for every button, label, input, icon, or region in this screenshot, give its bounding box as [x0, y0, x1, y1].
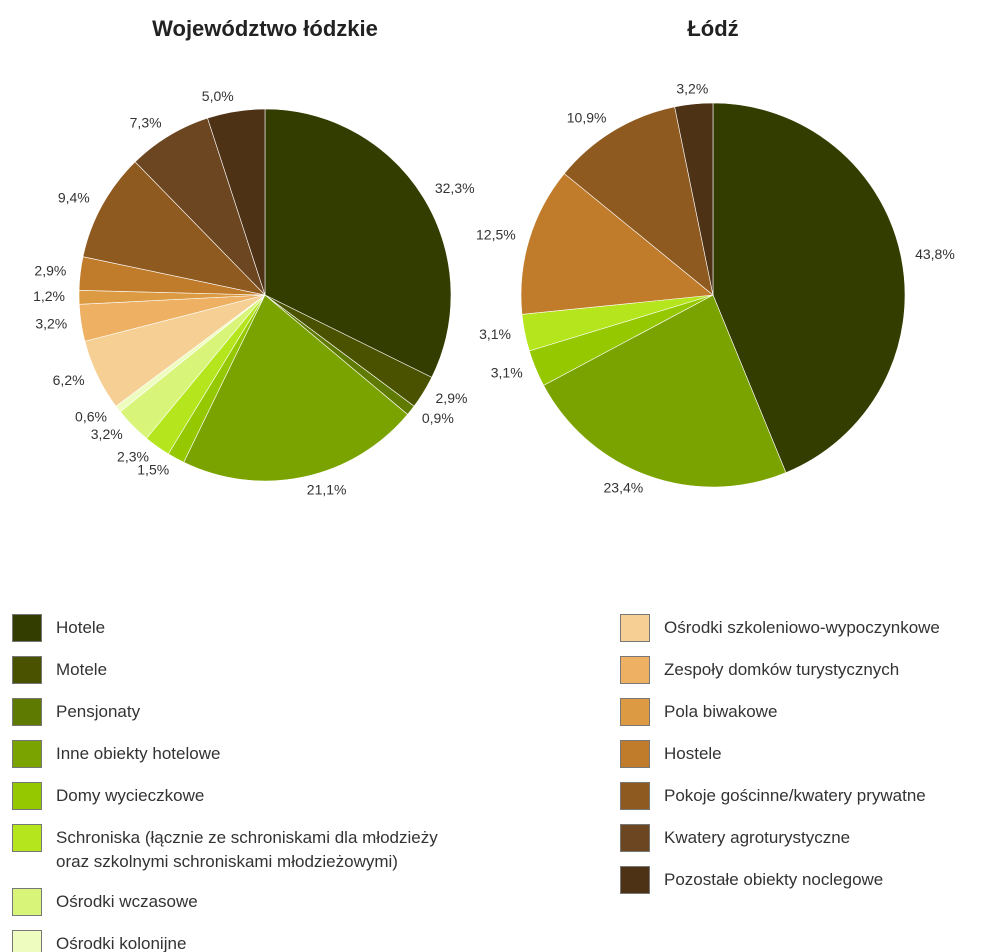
- data-label: 3,2%: [91, 426, 123, 442]
- pie-slice: [207, 108, 266, 296]
- data-label: 10,9%: [567, 109, 607, 125]
- pie-slice: [82, 161, 266, 296]
- legend-item: Inne obiekty hotelowe: [12, 740, 220, 768]
- legend-swatch: [620, 614, 650, 642]
- data-label: 6,2%: [53, 372, 85, 388]
- legend-item: Pokoje gościnne/kwatery prywatne: [620, 782, 926, 810]
- legend-swatch: [620, 698, 650, 726]
- legend-swatch: [620, 866, 650, 894]
- legend-item: Kwatery agroturystyczne: [620, 824, 850, 852]
- legend-swatch: [620, 656, 650, 684]
- legend-label: Inne obiekty hotelowe: [56, 744, 221, 763]
- data-label: 5,0%: [202, 88, 234, 104]
- data-label: 21,1%: [307, 481, 347, 497]
- legend-label: Hotele: [56, 618, 106, 637]
- charts: Województwo łódzkie 32,3% 2,9% 0,9% 21,1% 1,5…: [33, 16, 955, 497]
- legend-label: Pensjonaty: [56, 702, 141, 721]
- legend-item: Pensjonaty: [12, 698, 140, 726]
- legend-swatch: [12, 740, 42, 768]
- data-label: 3,1%: [491, 365, 523, 381]
- data-label: 3,2%: [676, 81, 708, 97]
- legend-swatch: [620, 824, 650, 852]
- legend-swatch: [12, 782, 42, 810]
- chart-title: Łódź: [687, 16, 738, 41]
- legend-swatch: [620, 782, 650, 810]
- data-label: 2,3%: [117, 449, 149, 465]
- legend-item: Schroniska (łącznie ze schroniskami dla …: [12, 824, 438, 874]
- legend-item: Motele: [12, 656, 107, 684]
- legend-swatch: [12, 656, 42, 684]
- data-label: 0,9%: [422, 410, 454, 426]
- pie-slice: [520, 173, 714, 315]
- legend-swatch: [12, 930, 42, 952]
- pie-slice: [264, 108, 452, 378]
- data-label: 3,1%: [479, 326, 511, 342]
- legend-swatch: [12, 824, 42, 852]
- legend-item: Hostele: [620, 740, 722, 768]
- legend-label: Ośrodki kolonijne: [56, 934, 187, 952]
- legend-label: Motele: [56, 660, 108, 679]
- legend-label: Kwatery agroturystyczne: [664, 828, 851, 847]
- legend-label: Pokoje gościnne/kwatery prywatne: [664, 786, 926, 805]
- legend-item: Hotele: [12, 614, 105, 642]
- pie-slice: [712, 102, 906, 474]
- legend-swatch: [12, 698, 42, 726]
- legend-item: Ośrodki szkoleniowo-wypoczynkowe: [620, 614, 940, 642]
- legend-item: Zespoły domków turystycznych: [620, 656, 899, 684]
- chart-title: Województwo łódzkie: [152, 16, 378, 41]
- legend-label: Hostele: [664, 744, 722, 763]
- legend-label: Ośrodki szkoleniowo-wypoczynkowe: [664, 618, 940, 637]
- data-label: 1,2%: [33, 288, 65, 304]
- legend-swatch: [620, 740, 650, 768]
- pie-slice: [563, 106, 714, 296]
- legend-item: Pola biwakowe: [620, 698, 777, 726]
- legend-label: Domy wycieczkowe: [56, 786, 205, 805]
- data-label: 1,5%: [137, 461, 169, 477]
- data-label: 12,5%: [476, 226, 516, 242]
- legend-item: Pozostałe obiekty noclegowe: [620, 866, 883, 894]
- legend-label: Pozostałe obiekty noclegowe: [664, 870, 884, 889]
- data-label: 0,6%: [75, 408, 107, 424]
- pie-slice: [543, 294, 787, 488]
- data-label: 7,3%: [130, 115, 162, 131]
- data-label: 2,9%: [34, 263, 66, 279]
- data-label: 32,3%: [435, 180, 475, 196]
- data-label: 43,8%: [915, 246, 955, 262]
- legend-item: Domy wycieczkowe: [12, 782, 204, 810]
- legend-item: Ośrodki wczasowe: [12, 888, 198, 916]
- data-label: 9,4%: [58, 189, 90, 205]
- legend-label: Pola biwakowe: [664, 702, 778, 721]
- legend-label: Zespoły domków turystycznych: [664, 660, 900, 679]
- data-label: 23,4%: [604, 480, 644, 496]
- legend-label: Ośrodki wczasowe: [56, 892, 198, 911]
- legend-swatch: [12, 888, 42, 916]
- pie-slice: [183, 294, 408, 482]
- legend-label: Schroniska (łącznie ze schroniskami dla …: [56, 828, 438, 871]
- legend-item: Ośrodki kolonijne: [12, 930, 186, 952]
- pie-slice: [674, 102, 714, 296]
- data-label: 3,2%: [35, 316, 67, 332]
- legend-swatch: [12, 614, 42, 642]
- data-label: 2,9%: [436, 390, 468, 406]
